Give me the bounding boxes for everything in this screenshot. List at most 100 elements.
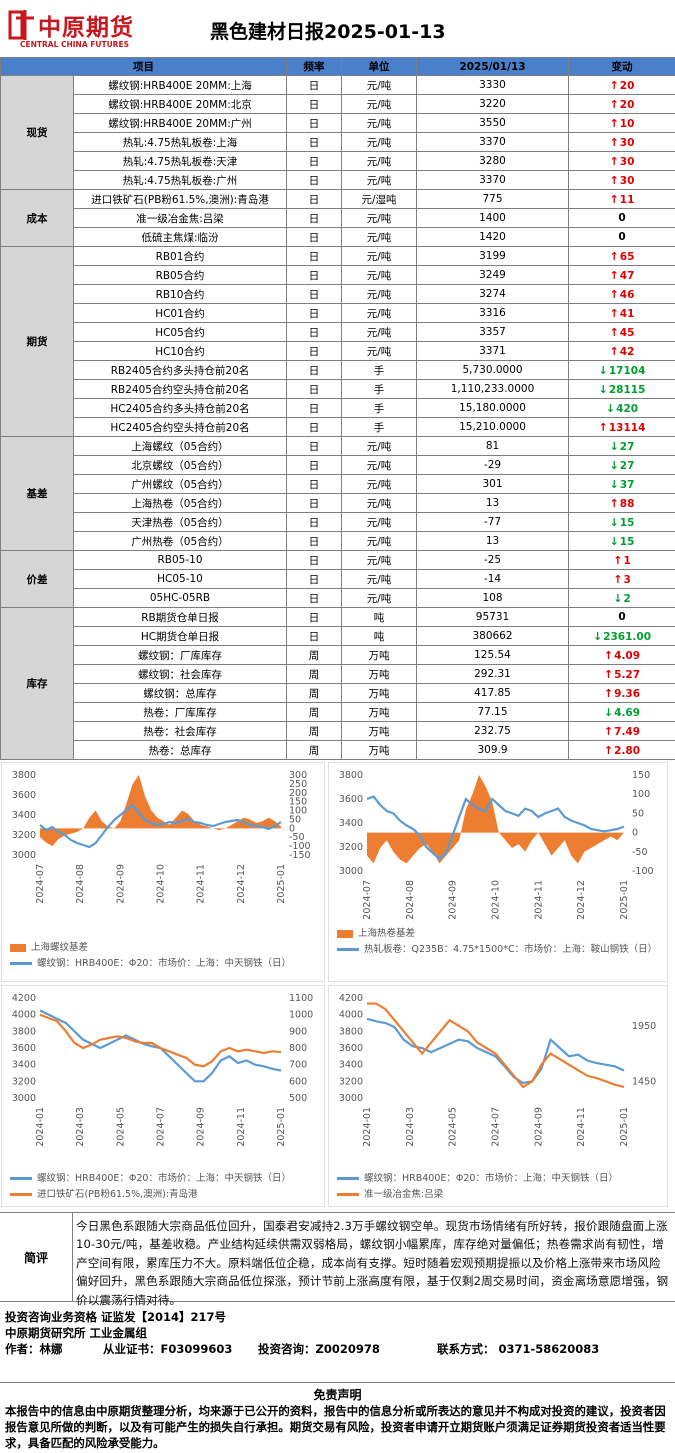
table-row: 热卷：厂库库存周万吨 77.15 ↓4.69	[1, 702, 675, 722]
freq-cell: 日	[286, 455, 342, 475]
change-value: 0	[618, 611, 626, 623]
change-value: 1	[623, 554, 631, 567]
value-cell: 15,180.0000	[416, 398, 569, 418]
arrow-up-icon: ↑	[609, 173, 619, 187]
change-cell: ↑7.49	[568, 721, 675, 741]
x-tick-label: 2025-01	[619, 1107, 630, 1147]
change-value: 27	[619, 459, 635, 472]
item-cell: 低硫主焦煤:临汾	[73, 227, 287, 247]
arrow-up-icon: ↑	[609, 325, 619, 339]
table-row: 螺纹钢：社会库存周万吨 292.31 ↑5.27	[1, 664, 675, 684]
item-cell: RB05合约	[73, 265, 287, 285]
change-cell: ↑9.36	[568, 683, 675, 703]
chart-svg: 4200 4000 3800 3600 3400 3200 3000 1950 1450 2024…	[339, 993, 656, 1147]
x-tick-label: 2024-11	[236, 1107, 247, 1147]
col-header-freq: 频率	[286, 57, 342, 76]
change-value: 3	[623, 573, 631, 586]
table-row: HC期货仓单日报日吨 380662 ↓2361.00	[1, 626, 675, 646]
freq-cell: 日	[286, 626, 342, 646]
value-cell: 5,730.0000	[416, 360, 569, 380]
left-tick-label: 3200	[12, 1076, 36, 1087]
table-row: RB05合约日元/吨 3249 ↑47	[1, 265, 675, 285]
arrow-up-icon: ↑	[603, 743, 614, 757]
x-tick-label: 2024-01	[35, 1107, 46, 1147]
item-cell: 热卷：总库存	[73, 740, 287, 760]
freq-cell: 日	[286, 588, 342, 608]
unit-cell: 手	[341, 398, 417, 418]
unit-cell: 万吨	[341, 721, 417, 741]
report-header: 中原期货 CENTRAL CHINA FUTURES 黑色建材日报2025-01…	[0, 0, 675, 57]
change-value: 11	[619, 193, 635, 206]
unit-cell: 元/吨	[341, 303, 417, 323]
freq-cell: 日	[286, 360, 342, 380]
chart-legend: 上海热卷基差 热轧板卷：Q235B：4.75*1500*C：市场价：上海：鞍山钢铁…	[333, 927, 663, 959]
item-cell: RB01合约	[73, 246, 287, 266]
arrow-up-icon: ↑	[609, 306, 619, 320]
change-cell: ↓17104	[568, 360, 675, 380]
change-cell: ↑1	[568, 550, 675, 570]
unit-cell: 元/吨	[341, 151, 417, 171]
value-cell: 292.31	[416, 664, 569, 684]
arrow-up-icon: ↑	[613, 553, 623, 567]
unit-cell: 元/吨	[341, 455, 417, 475]
left-tick-label: 3000	[12, 1093, 36, 1104]
left-tick-label: 3000	[339, 866, 363, 877]
logo-text-en: CENTRAL CHINA FUTURES	[20, 40, 129, 49]
table-row: 上海热卷（05合约）日元/吨 13 ↑88	[1, 493, 675, 513]
x-tick-label: 2024-03	[75, 1107, 86, 1147]
arrow-up-icon: ↑	[609, 78, 619, 92]
series-line	[367, 1002, 625, 1089]
item-cell: HC2405合约空头持仓前20名	[73, 417, 287, 437]
arrow-up-icon: ↑	[609, 135, 619, 149]
item-cell: 上海螺纹（05合约）	[73, 436, 287, 456]
table-row: 现货 螺纹钢:HRB400E 20MM:上海日元/吨 3330 ↑20	[0, 75, 675, 190]
change-cell: ↑20	[568, 94, 675, 114]
qualification: 投资咨询业务资格 证监发【2014】217号	[5, 1310, 227, 1324]
right-tick-label: -100	[289, 841, 311, 852]
legend-label: 螺纹钢：HRB400E：Φ20：市场价：上海：中天钢铁（日）	[37, 958, 291, 969]
change-cell: ↑13114	[568, 417, 675, 437]
change-cell: ↓37	[568, 474, 675, 494]
item-cell: 螺纹钢：总库存	[73, 683, 287, 703]
value-cell: 13	[416, 493, 569, 513]
freq-cell: 日	[286, 189, 342, 209]
freq-cell: 日	[286, 493, 342, 513]
arrow-up-icon: ↑	[603, 686, 614, 700]
arrow-up-icon: ↑	[609, 344, 619, 358]
arrow-up-icon: ↑	[609, 496, 619, 510]
left-tick-label: 3600	[12, 790, 36, 801]
item-cell: 热卷：社会库存	[73, 721, 287, 741]
value-cell: 309.9	[416, 740, 569, 760]
legend-item: 上海热卷基差	[333, 927, 663, 940]
item-cell: RB10合约	[73, 284, 287, 304]
value-cell: 775	[416, 189, 569, 209]
change-value: 30	[619, 155, 635, 168]
item-cell: 广州热卷（05合约）	[73, 531, 287, 551]
arrow-up-icon: ↑	[613, 572, 623, 586]
freq-cell: 日	[286, 227, 342, 247]
arrow-down-icon: ↓	[592, 629, 603, 643]
review-label: 简评	[0, 1213, 73, 1301]
unit-cell: 吨	[341, 626, 417, 646]
right-tick-label: 100	[632, 789, 650, 800]
x-tick-label: 2024-07	[491, 1107, 502, 1147]
change-cell: ↑42	[568, 341, 675, 361]
table-row: 期货 RB01合约日元/吨 3199 ↑65	[0, 246, 675, 437]
change-value: 2361.00	[603, 630, 652, 643]
value-cell: 232.75	[416, 721, 569, 741]
item-cell: 天津热卷（05合约）	[73, 512, 287, 532]
basis-area	[40, 775, 281, 847]
item-cell: HC05合约	[73, 322, 287, 342]
change-value: 2.80	[614, 744, 641, 757]
left-tick-label: 3600	[339, 794, 363, 805]
freq-cell: 日	[286, 474, 342, 494]
value-cell: -29	[416, 455, 569, 475]
x-tick-label: 2024-08	[75, 864, 86, 904]
item-cell: 北京螺纹（05合约）	[73, 455, 287, 475]
table-row: 热卷：总库存周万吨 309.9 ↑2.80	[1, 740, 675, 760]
unit-cell: 元/吨	[341, 512, 417, 532]
chart-legend: 螺纹钢：HRB400E：Φ20：市场价：上海：中天钢铁（日） 准一级冶金焦:吕梁	[333, 1172, 663, 1204]
left-tick-label: 3400	[12, 810, 36, 821]
series-line	[39, 803, 282, 849]
legend-item: 螺纹钢：HRB400E：Φ20：市场价：上海：中天钢铁（日）	[333, 1172, 663, 1185]
